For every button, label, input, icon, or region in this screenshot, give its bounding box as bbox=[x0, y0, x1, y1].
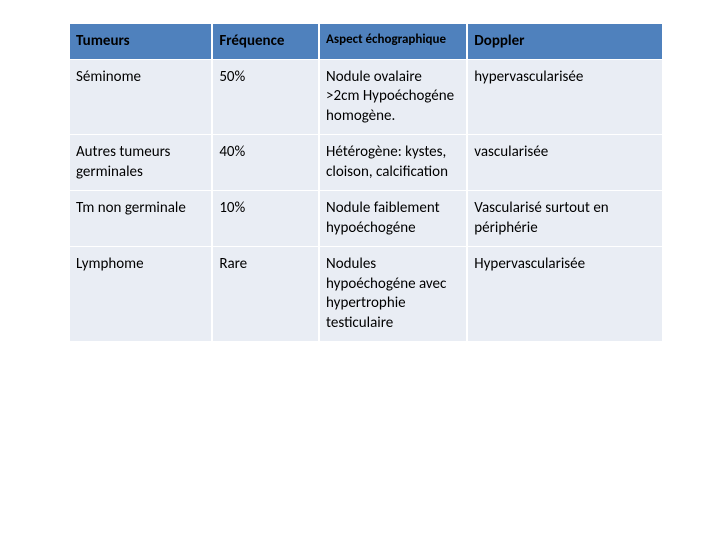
table-row: Tm non germinale 10% Nodule faiblement h… bbox=[70, 191, 663, 247]
tumors-table: Tumeurs Fréquence Aspect échographique D… bbox=[70, 24, 664, 342]
cell-doppler: hypervascularisée bbox=[467, 59, 663, 135]
col-header-tumeurs: Tumeurs bbox=[70, 24, 212, 59]
col-header-frequence: Fréquence bbox=[212, 24, 319, 59]
cell-frequence: 10% bbox=[212, 191, 319, 247]
cell-doppler: vascularisée bbox=[467, 135, 663, 191]
table-body: Séminome 50% Nodule ovalaire >2cm Hypoéc… bbox=[70, 59, 663, 342]
col-header-doppler: Doppler bbox=[467, 24, 663, 59]
cell-tumeur: Tm non germinale bbox=[70, 191, 212, 247]
cell-frequence: 50% bbox=[212, 59, 319, 135]
page-container: Tumeurs Fréquence Aspect échographique D… bbox=[0, 0, 720, 366]
cell-aspect: Nodule ovalaire >2cm Hypoéchogéne homogè… bbox=[319, 59, 467, 135]
cell-aspect: Nodule faiblement hypoéchogéne bbox=[319, 191, 467, 247]
cell-tumeur: Autres tumeurs germinales bbox=[70, 135, 212, 191]
col-header-aspect: Aspect échographique bbox=[319, 24, 467, 59]
table-row: Lymphome Rare Nodules hypoéchogéne avec … bbox=[70, 247, 663, 342]
cell-tumeur: Lymphome bbox=[70, 247, 212, 342]
table-row: Séminome 50% Nodule ovalaire >2cm Hypoéc… bbox=[70, 59, 663, 135]
cell-doppler: Hypervascularisée bbox=[467, 247, 663, 342]
table-header-row: Tumeurs Fréquence Aspect échographique D… bbox=[70, 24, 663, 59]
cell-frequence: 40% bbox=[212, 135, 319, 191]
table-row: Autres tumeurs germinales 40% Hétérogène… bbox=[70, 135, 663, 191]
cell-aspect: Hétérogène: kystes, cloison, calcificati… bbox=[319, 135, 467, 191]
cell-doppler: Vascularisé surtout en périphérie bbox=[467, 191, 663, 247]
cell-frequence: Rare bbox=[212, 247, 319, 342]
cell-aspect: Nodules hypoéchogéne avec hypertrophie t… bbox=[319, 247, 467, 342]
cell-tumeur: Séminome bbox=[70, 59, 212, 135]
